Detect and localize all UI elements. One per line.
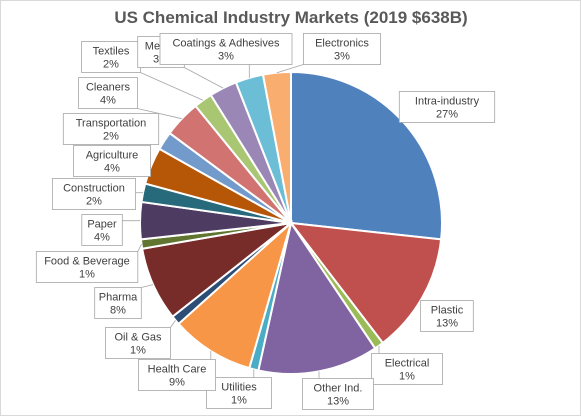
- slice-name-label: Utilities: [221, 382, 257, 394]
- data-label-box: [371, 353, 443, 385]
- slice-name-label: Food & Beverage: [44, 256, 130, 268]
- slice-percent-label: 1%: [79, 269, 95, 281]
- slice-percent-label: 2%: [103, 59, 119, 71]
- slice-percent-label: 2%: [86, 196, 102, 208]
- leader-line-metals: [184, 67, 224, 89]
- slice-name-label: Construction: [63, 183, 125, 195]
- slice-name-label: Agriculture: [86, 150, 139, 162]
- slice-percent-label: 4%: [100, 95, 116, 107]
- data-label-box: [105, 327, 171, 359]
- chart-title: US Chemical Industry Markets (2019 $638B…: [114, 8, 467, 27]
- slice-plastic: [288, 221, 443, 345]
- data-label-box: [81, 214, 123, 246]
- data-label-box: [35, 251, 139, 283]
- slice-name-label: Health Care: [148, 364, 207, 376]
- data-label-box: [81, 41, 141, 73]
- leader-line-electronics: [276, 64, 304, 74]
- data-label-box: [62, 113, 160, 145]
- slice-name-label: Electronics: [315, 38, 369, 50]
- slice-name-label: Coatings & Adhesives: [172, 38, 280, 50]
- slice-percent-label: 3%: [334, 51, 350, 63]
- leader-line-textiles: [140, 72, 204, 101]
- data-label-box: [137, 359, 216, 391]
- slice-name-label: Transportation: [76, 118, 147, 130]
- slice-name-label: Pharma: [99, 292, 138, 304]
- leader-line-food-beverage: [137, 243, 142, 252]
- slice-name-label: Cleaners: [86, 82, 131, 94]
- data-label-box: [420, 300, 474, 332]
- slice-name-label: Other Ind.: [314, 383, 363, 395]
- slice-percent-label: 13%: [436, 318, 458, 330]
- slice-percent-label: 1%: [130, 345, 146, 357]
- slice-percent-label: 27%: [436, 109, 458, 121]
- data-label-box: [302, 33, 381, 65]
- slice-name-label: Electrical: [385, 358, 430, 370]
- leader-line-pharma: [141, 284, 154, 288]
- data-label-box: [73, 145, 151, 177]
- slice-name-label: Intra-industry: [415, 96, 480, 108]
- slice-name-label: Textiles: [93, 46, 130, 58]
- data-label-box: [302, 378, 374, 410]
- data-label-box: [94, 287, 142, 319]
- slice-percent-label: 8%: [110, 305, 126, 317]
- slice-percent-label: 1%: [231, 395, 247, 407]
- slice-percent-label: 4%: [104, 163, 120, 175]
- slice-percent-label: 13%: [327, 396, 349, 408]
- slice-name-label: Paper: [87, 219, 117, 231]
- pie-slices: [139, 70, 443, 375]
- data-label-box: [206, 377, 272, 409]
- slice-health-care: [177, 219, 293, 370]
- leader-line-oil-gas: [170, 320, 176, 328]
- slice-name-label: Oil & Gas: [114, 332, 162, 344]
- slice-percent-label: 2%: [103, 131, 119, 143]
- slice-other-ind: [257, 220, 377, 375]
- data-label-box: [52, 178, 136, 210]
- data-label-box: [78, 77, 138, 109]
- slice-percent-label: 3%: [218, 51, 234, 63]
- leader-line-cleaners: [137, 108, 182, 120]
- slice-percent-label: 1%: [399, 371, 415, 383]
- slice-percent-label: 9%: [169, 377, 185, 389]
- data-label-box: [159, 33, 293, 65]
- slice-name-label: Plastic: [431, 305, 464, 317]
- data-label-box: [398, 91, 496, 123]
- data-label-other-ind: Other Ind.13%: [302, 378, 374, 410]
- leader-lines: [122, 64, 380, 379]
- slice-percent-label: 4%: [94, 232, 110, 244]
- data-labels: Intra-industry27%Plastic13%Electrical1%O…: [35, 33, 496, 410]
